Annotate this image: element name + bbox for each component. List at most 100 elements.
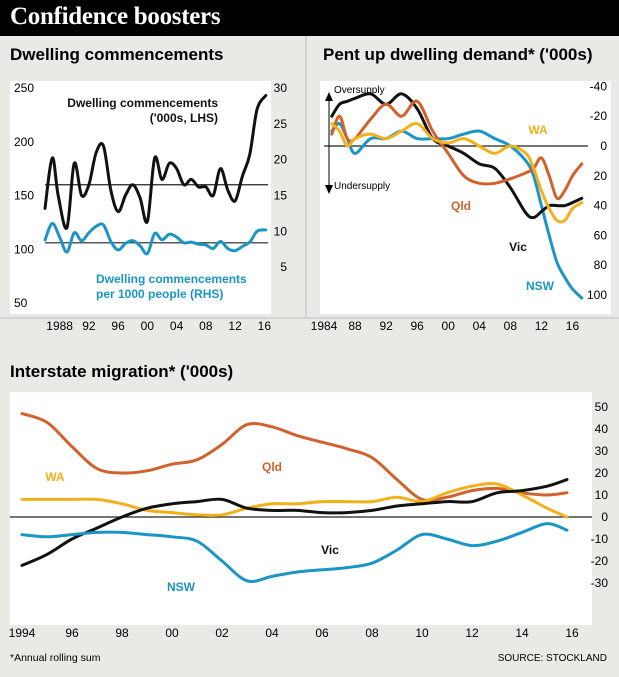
panel3-chart: 50 40 30 20 10 0 -10 -20 -30 1994 96 98 00 02 04 06 08 10… <box>9 400 609 640</box>
nsw-label-box <box>522 276 558 295</box>
y-left-tick: 200 <box>14 135 34 149</box>
x-tick: 04 <box>265 626 279 640</box>
series-line-qld <box>330 99 584 201</box>
y-right-tick: 15 <box>274 189 288 203</box>
oversupply-arrow-head <box>325 92 333 101</box>
x-tick: 00 <box>442 319 456 333</box>
x-tick: 1988 <box>46 319 73 333</box>
x-tick: 96 <box>111 319 125 333</box>
x-tick: 1994 <box>9 626 36 640</box>
series-line-vic <box>330 92 584 220</box>
y-tick: 0 <box>601 510 608 524</box>
wa-label: WA <box>528 123 548 137</box>
y-right-tick: 20 <box>274 153 288 167</box>
qld-label-box <box>447 196 475 215</box>
x-tick: 96 <box>410 319 424 333</box>
y-tick: 50 <box>595 400 609 414</box>
undersupply-label: Undersupply <box>334 181 390 192</box>
source-note: SOURCE: STOCKLAND <box>498 653 607 664</box>
y-left-tick: 50 <box>14 296 28 310</box>
qld-label-box <box>257 457 287 476</box>
x-tick: 12 <box>465 626 479 640</box>
x-tick: 04 <box>170 319 184 333</box>
y-right-tick: 25 <box>274 117 288 131</box>
wa-label-box <box>41 467 69 486</box>
x-tick: 12 <box>535 319 549 333</box>
y-right-tick: 10 <box>274 224 288 238</box>
y-tick: 20 <box>595 466 609 480</box>
x-tick: 12 <box>228 319 242 333</box>
vic-label: Vic <box>321 543 339 557</box>
series-line-qld <box>20 412 569 502</box>
panel1-title: Dwelling commencements <box>10 45 224 64</box>
x-tick: 02 <box>215 626 229 640</box>
rhs-series-label: per 1000 people (RHS) <box>96 287 223 301</box>
x-tick: 16 <box>566 319 580 333</box>
y-left-tick: 150 <box>14 189 34 203</box>
header-bar: Confidence boosters <box>0 0 619 36</box>
footnote: *Annual rolling sum <box>10 652 101 664</box>
panel2-chart: -40 -20 0 20 40 60 80 100 1984 88 92 96 00 04 08 12 16 Ov… <box>311 79 608 333</box>
x-tick: 96 <box>65 626 79 640</box>
y-tick: 100 <box>587 288 607 302</box>
x-tick: 16 <box>258 319 272 333</box>
series-line-nsw <box>330 122 584 300</box>
panel3-plot-area <box>10 392 592 625</box>
x-tick: 08 <box>504 319 518 333</box>
y-tick: 10 <box>595 488 609 502</box>
qld-label: Qld <box>262 460 282 474</box>
main-title: Confidence boosters <box>10 3 221 30</box>
y-tick: 20 <box>594 169 608 183</box>
x-tick: 16 <box>565 626 579 640</box>
x-tick: 14 <box>515 626 529 640</box>
panel1-chart: 250 200 150 100 50 30 25 20 15 10 5 1988 92 96 00 04 08 1… <box>14 81 287 333</box>
panel3-title: Interstate migration* ('000s) <box>10 362 233 381</box>
lhs-label-box <box>52 93 220 130</box>
y-tick: 40 <box>595 422 609 436</box>
series-line-rhs <box>43 221 268 256</box>
x-tick: 1984 <box>311 319 338 333</box>
rhs-label-box <box>92 270 260 307</box>
y-tick: -40 <box>590 79 608 93</box>
x-tick: 06 <box>315 626 329 640</box>
y-tick: -20 <box>590 109 608 123</box>
vic-label-box <box>504 237 532 256</box>
lhs-series-label: Dwelling commencements <box>67 96 218 110</box>
vic-label-box <box>316 540 344 559</box>
y-right-tick: 30 <box>274 81 288 95</box>
lhs-series-label: ('000s, LHS) <box>150 111 218 125</box>
x-tick: 00 <box>141 319 155 333</box>
x-tick: 08 <box>199 319 213 333</box>
y-tick: 40 <box>594 199 608 213</box>
y-tick: -20 <box>591 554 609 568</box>
x-tick: 08 <box>365 626 379 640</box>
x-tick: 00 <box>165 626 179 640</box>
y-left-tick: 250 <box>14 81 34 95</box>
y-tick: 80 <box>594 258 608 272</box>
x-tick: 92 <box>82 319 96 333</box>
series-line-wa <box>20 482 569 519</box>
x-tick: 98 <box>115 626 129 640</box>
qld-label: Qld <box>451 199 471 213</box>
y-left-tick: 100 <box>14 242 34 256</box>
y-right-tick: 5 <box>280 260 287 274</box>
undersupply-arrow-head <box>325 185 333 194</box>
rhs-series-label: Dwelling commencements <box>96 272 247 286</box>
series-line-vic <box>20 478 569 567</box>
nsw-label-box <box>163 577 199 596</box>
nsw-label: NSW <box>526 279 555 293</box>
y-tick: 0 <box>600 139 607 153</box>
x-tick: 10 <box>415 626 429 640</box>
vic-label: Vic <box>509 240 527 254</box>
wa-label: WA <box>45 470 65 484</box>
x-tick: 04 <box>473 319 487 333</box>
x-tick: 88 <box>348 319 362 333</box>
series-line-nsw <box>20 522 569 583</box>
series-line-wa <box>330 122 584 224</box>
y-tick: 30 <box>595 444 609 458</box>
y-tick: 60 <box>594 228 608 242</box>
y-tick: -30 <box>591 576 609 590</box>
nsw-label: NSW <box>167 580 196 594</box>
x-tick: 92 <box>379 319 393 333</box>
